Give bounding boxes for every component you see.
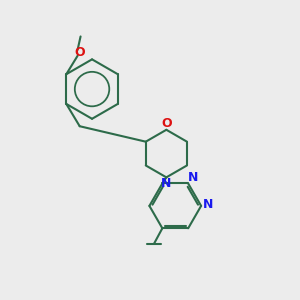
Text: N: N <box>160 177 171 190</box>
Text: N: N <box>188 171 198 184</box>
Text: O: O <box>75 46 85 59</box>
Text: O: O <box>162 117 172 130</box>
Text: N: N <box>202 198 213 211</box>
